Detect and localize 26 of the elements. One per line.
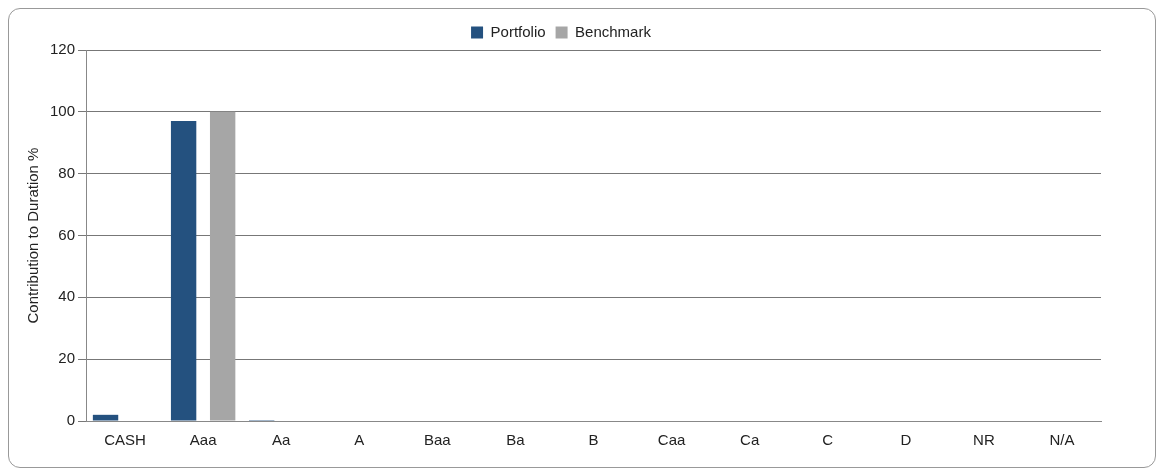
x-tick-label: Ca	[740, 431, 760, 449]
x-tick-label: N/A	[1049, 431, 1075, 449]
x-tick-label: NR	[973, 431, 995, 449]
y-tick-label: 120	[50, 40, 76, 58]
x-tick-label: Aa	[272, 431, 292, 449]
x-tick-label: A	[354, 431, 365, 449]
y-tick-label: 40	[58, 287, 76, 305]
bar	[170, 121, 197, 421]
x-tick-label: Ba	[506, 431, 526, 449]
x-tick-label: Aaa	[189, 431, 218, 449]
y-tick-label: 100	[50, 101, 76, 119]
y-tick-label: 60	[58, 225, 76, 243]
y-tick-label: 20	[58, 349, 76, 367]
bar	[209, 111, 236, 421]
x-tick-label: Caa	[657, 431, 686, 449]
x-tick-label: D	[900, 431, 912, 449]
y-axis-title: Contribution to Duration %	[24, 147, 42, 324]
legend-label: Portfolio	[490, 22, 546, 40]
legend-label: Benchmark	[575, 22, 652, 40]
y-tick-label: 0	[66, 411, 76, 429]
x-tick-label: CASH	[104, 431, 146, 449]
bar	[92, 414, 119, 421]
y-tick-label: 80	[58, 163, 76, 181]
x-tick-label: C	[822, 431, 834, 449]
x-tick-label: B	[588, 431, 599, 449]
x-tick-label: Baa	[424, 431, 452, 449]
